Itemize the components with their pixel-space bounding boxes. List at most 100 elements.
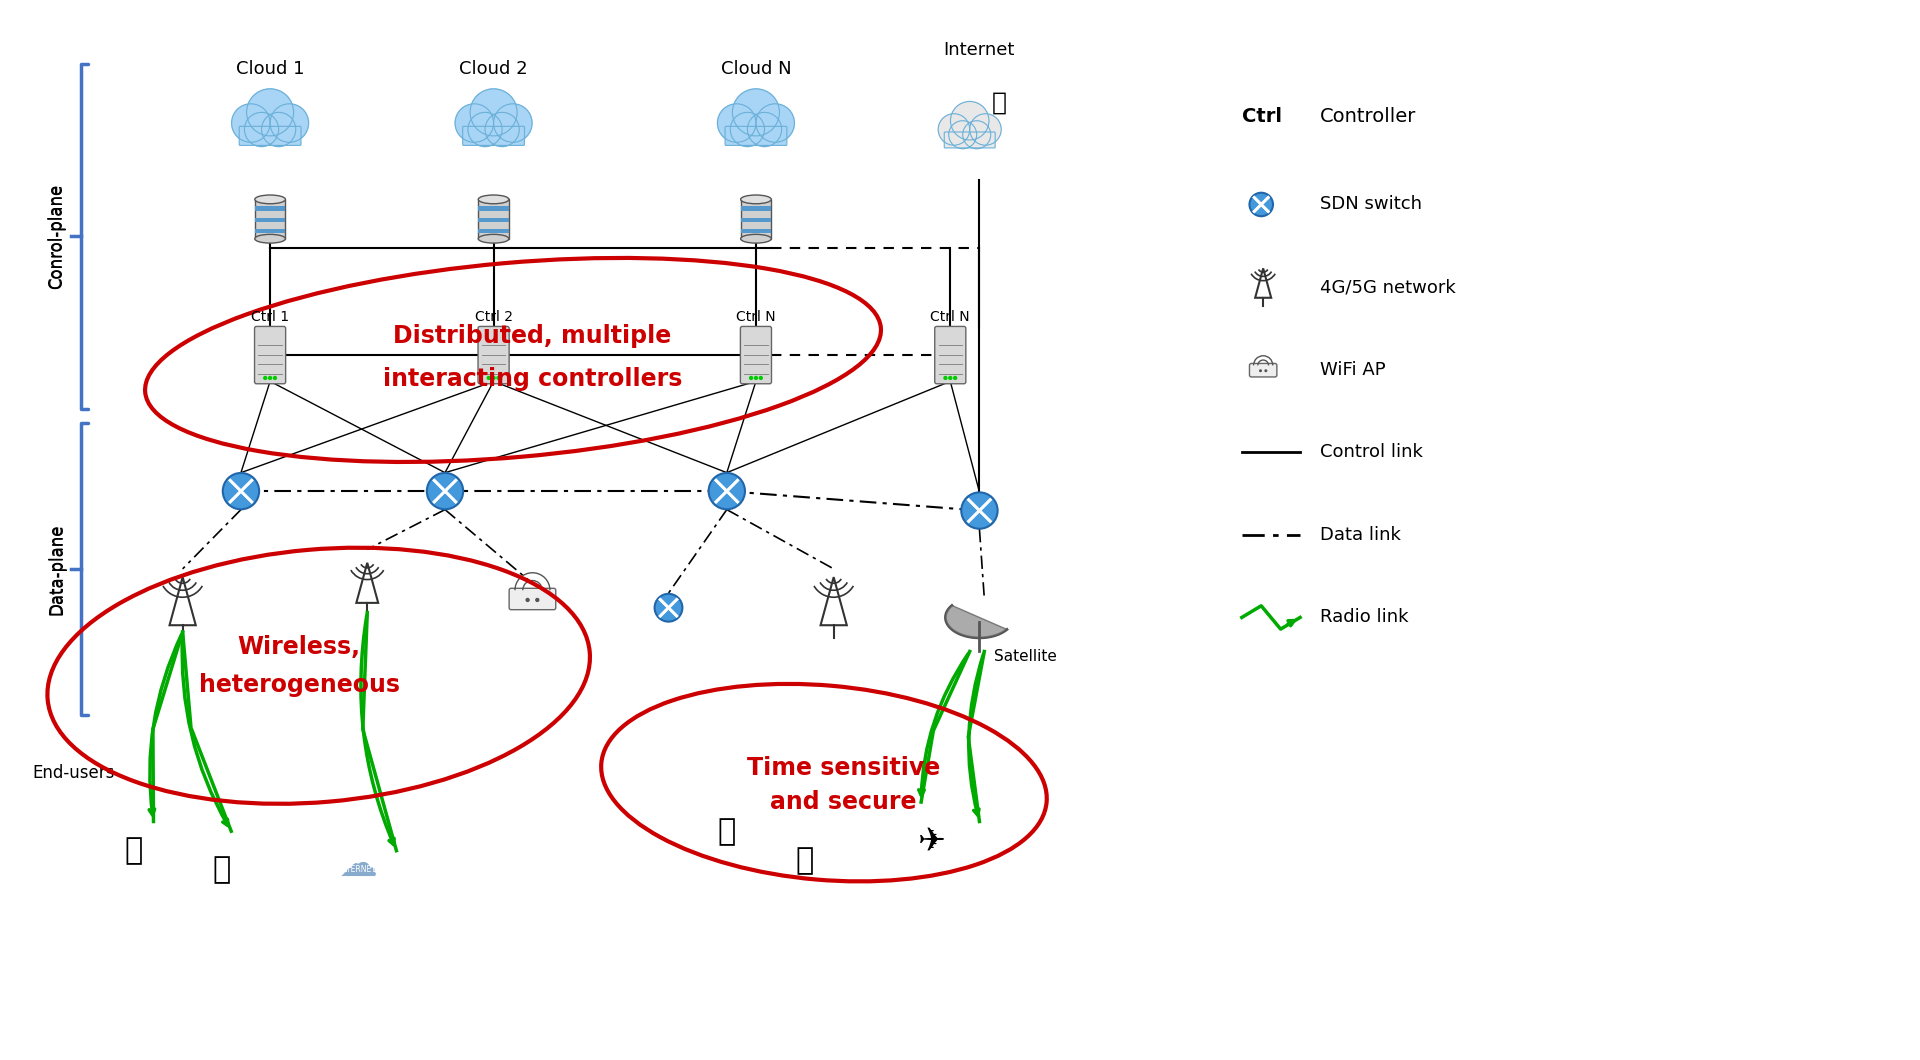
Circle shape bbox=[486, 112, 518, 146]
Text: Ctrl N: Ctrl N bbox=[931, 310, 970, 324]
Text: interacting controllers: interacting controllers bbox=[382, 368, 682, 391]
Bar bbox=[741, 217, 772, 223]
Circle shape bbox=[232, 104, 271, 142]
Circle shape bbox=[223, 473, 259, 509]
FancyBboxPatch shape bbox=[1250, 364, 1277, 377]
Circle shape bbox=[747, 112, 781, 146]
Circle shape bbox=[497, 376, 499, 379]
Circle shape bbox=[536, 599, 540, 601]
Ellipse shape bbox=[741, 195, 772, 204]
Circle shape bbox=[261, 112, 296, 146]
Text: ☁: ☁ bbox=[338, 846, 376, 884]
Text: 🚢: 🚢 bbox=[795, 846, 814, 874]
Circle shape bbox=[708, 473, 745, 509]
FancyBboxPatch shape bbox=[240, 126, 301, 145]
Text: 4G/5G network: 4G/5G network bbox=[1319, 278, 1455, 296]
Text: Data-plane: Data-plane bbox=[48, 524, 65, 615]
FancyBboxPatch shape bbox=[509, 588, 555, 610]
Text: Conrol-plane: Conrol-plane bbox=[48, 183, 65, 288]
Ellipse shape bbox=[478, 195, 509, 204]
Text: Radio link: Radio link bbox=[1319, 608, 1407, 626]
Text: 📷: 📷 bbox=[718, 816, 735, 846]
Circle shape bbox=[732, 89, 780, 136]
Circle shape bbox=[730, 112, 764, 146]
Circle shape bbox=[749, 376, 753, 379]
Text: Satellite: Satellite bbox=[995, 649, 1056, 665]
Bar bbox=[478, 207, 509, 211]
FancyBboxPatch shape bbox=[726, 126, 787, 145]
Ellipse shape bbox=[255, 195, 286, 204]
Circle shape bbox=[426, 473, 463, 509]
Bar bbox=[255, 217, 286, 223]
Polygon shape bbox=[945, 605, 1006, 638]
Text: Ctrl 1: Ctrl 1 bbox=[252, 310, 290, 324]
Circle shape bbox=[948, 376, 952, 379]
Text: Conrol-plane: Conrol-plane bbox=[48, 183, 65, 288]
Bar bbox=[255, 199, 286, 238]
Text: WiFi AP: WiFi AP bbox=[1319, 360, 1384, 378]
Circle shape bbox=[492, 376, 495, 379]
Text: Data link: Data link bbox=[1319, 526, 1400, 544]
Text: SDN switch: SDN switch bbox=[1319, 195, 1421, 213]
Circle shape bbox=[755, 376, 756, 379]
Ellipse shape bbox=[255, 234, 286, 243]
Text: and secure: and secure bbox=[770, 790, 916, 814]
Ellipse shape bbox=[478, 234, 509, 243]
Text: ✈: ✈ bbox=[918, 825, 945, 858]
FancyBboxPatch shape bbox=[255, 326, 286, 384]
Circle shape bbox=[246, 89, 294, 136]
Text: 🪖: 🪖 bbox=[125, 836, 144, 865]
Circle shape bbox=[758, 376, 762, 379]
Bar bbox=[478, 217, 509, 223]
Circle shape bbox=[950, 102, 989, 140]
FancyBboxPatch shape bbox=[741, 326, 772, 384]
Circle shape bbox=[718, 104, 756, 142]
FancyBboxPatch shape bbox=[945, 132, 995, 148]
Circle shape bbox=[962, 493, 998, 529]
Text: Cloud N: Cloud N bbox=[720, 60, 791, 78]
Bar bbox=[741, 199, 772, 238]
Text: Ctrl 2: Ctrl 2 bbox=[474, 310, 513, 324]
Circle shape bbox=[756, 104, 795, 142]
Circle shape bbox=[269, 376, 271, 379]
Bar bbox=[478, 229, 509, 233]
Circle shape bbox=[271, 104, 309, 142]
Circle shape bbox=[455, 104, 493, 142]
Bar bbox=[255, 229, 286, 233]
Text: Internet: Internet bbox=[945, 40, 1016, 58]
Circle shape bbox=[468, 112, 503, 146]
Text: Control link: Control link bbox=[1319, 443, 1423, 461]
Text: Cloud 1: Cloud 1 bbox=[236, 60, 305, 78]
Circle shape bbox=[948, 121, 977, 148]
Circle shape bbox=[655, 594, 682, 621]
Circle shape bbox=[954, 376, 956, 379]
Circle shape bbox=[962, 121, 991, 148]
Circle shape bbox=[1250, 193, 1273, 216]
Bar bbox=[478, 199, 509, 238]
Circle shape bbox=[488, 376, 490, 379]
Ellipse shape bbox=[741, 234, 772, 243]
Text: End-users: End-users bbox=[33, 764, 115, 782]
Bar bbox=[741, 207, 772, 211]
FancyBboxPatch shape bbox=[478, 326, 509, 384]
Bar bbox=[741, 229, 772, 233]
Text: Distributed, multiple: Distributed, multiple bbox=[394, 323, 672, 348]
Circle shape bbox=[970, 113, 1000, 145]
Text: 🚗: 🚗 bbox=[213, 855, 230, 885]
Circle shape bbox=[244, 112, 278, 146]
Text: Cloud 2: Cloud 2 bbox=[459, 60, 528, 78]
Text: 📱: 📱 bbox=[991, 90, 1006, 114]
Bar bbox=[255, 207, 286, 211]
FancyBboxPatch shape bbox=[463, 126, 524, 145]
Text: Ctrl: Ctrl bbox=[1242, 107, 1283, 126]
Text: Controller: Controller bbox=[1319, 107, 1415, 126]
Circle shape bbox=[939, 113, 970, 145]
Text: Wireless,: Wireless, bbox=[238, 635, 361, 658]
Text: Data-plane: Data-plane bbox=[48, 524, 65, 615]
Circle shape bbox=[526, 599, 530, 601]
Text: Time sensitive: Time sensitive bbox=[747, 756, 941, 780]
Circle shape bbox=[945, 376, 947, 379]
FancyBboxPatch shape bbox=[935, 326, 966, 384]
Circle shape bbox=[493, 104, 532, 142]
Circle shape bbox=[263, 376, 267, 379]
